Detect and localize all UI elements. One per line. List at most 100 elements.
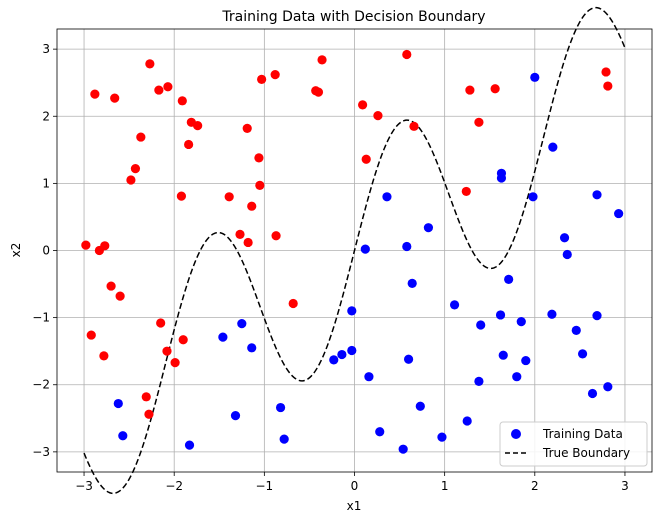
- data-point-below: [449, 300, 460, 310]
- data-point-below: [247, 343, 257, 353]
- data-point-below: [512, 372, 522, 382]
- data-point-above: [601, 67, 611, 77]
- legend-label-true-boundary: True Boundary: [542, 446, 630, 460]
- x-tick-label: −1: [255, 479, 273, 493]
- data-point-above: [402, 49, 412, 60]
- data-point-above: [177, 96, 187, 106]
- data-point-above: [257, 74, 267, 84]
- data-point-below: [548, 142, 558, 152]
- data-point-above: [490, 84, 500, 94]
- data-point-below: [402, 241, 412, 252]
- data-point-below: [562, 249, 572, 260]
- data-point-above: [110, 93, 120, 103]
- data-point-below: [462, 416, 472, 426]
- data-point-above: [317, 55, 327, 65]
- y-ticks: −3 −2 −1 0 1 2 3: [32, 42, 57, 459]
- y-tick-label: 2: [42, 109, 50, 123]
- data-point-below: [521, 355, 531, 366]
- data-point-above: [100, 241, 110, 251]
- data-point-below: [423, 223, 434, 233]
- data-point-above: [141, 392, 151, 402]
- data-point-above: [461, 186, 471, 197]
- data-point-below: [347, 306, 357, 316]
- y-tick-label: −3: [32, 445, 50, 459]
- data-point-below: [496, 173, 507, 183]
- y-tick-label: −2: [32, 378, 50, 392]
- data-point-above: [144, 409, 154, 419]
- data-point-below: [476, 320, 486, 330]
- data-point-below: [237, 319, 247, 329]
- legend: Training Data True Boundary: [499, 421, 648, 467]
- x-axis-label: x1: [347, 499, 362, 513]
- data-point-above: [136, 132, 146, 142]
- data-point-above: [409, 121, 419, 131]
- data-point-below: [275, 402, 286, 413]
- data-point-above: [235, 229, 245, 239]
- data-point-above: [361, 154, 371, 164]
- data-point-below: [603, 382, 613, 392]
- x-tick-label: 3: [621, 479, 629, 493]
- data-point-above: [313, 87, 324, 97]
- data-point-below: [495, 310, 506, 320]
- data-point-below: [398, 444, 408, 454]
- y-tick-label: 0: [42, 244, 50, 258]
- data-point-below: [614, 208, 624, 219]
- y-axis-label: x2: [9, 243, 23, 258]
- data-point-below: [559, 233, 570, 243]
- data-point-above: [270, 70, 280, 80]
- data-point-below: [407, 278, 417, 288]
- data-point-above: [170, 357, 180, 368]
- data-point-below: [403, 354, 414, 364]
- data-point-below: [516, 317, 526, 327]
- data-point-above: [358, 100, 368, 110]
- data-point-below: [113, 398, 123, 409]
- data-point-above: [271, 231, 281, 241]
- legend-label-training-data: Training Data: [542, 427, 623, 441]
- data-point-below: [230, 411, 241, 421]
- boundary-layer: [83, 6, 626, 495]
- data-point-below: [571, 325, 581, 335]
- y-tick-label: 3: [42, 42, 50, 56]
- data-point-above: [288, 298, 298, 309]
- data-point-below: [592, 311, 602, 321]
- data-point-below: [364, 372, 374, 382]
- data-point-above: [465, 85, 475, 95]
- data-point-below: [218, 332, 228, 342]
- data-point-above: [163, 82, 173, 92]
- data-point-above: [243, 237, 253, 248]
- data-point-above: [90, 89, 100, 99]
- data-point-above: [176, 191, 187, 201]
- legend-marker-training-data: [511, 429, 521, 439]
- data-point-below: [592, 190, 602, 200]
- data-point-above: [474, 117, 484, 127]
- x-tick-label: 2: [531, 479, 539, 493]
- data-point-below: [337, 349, 347, 360]
- data-point-above: [145, 59, 155, 69]
- data-point-below: [184, 440, 195, 450]
- data-point-below: [437, 432, 447, 442]
- data-point-above: [126, 175, 136, 185]
- data-point-above: [193, 121, 203, 131]
- x-ticks: −3 −2 −1 0 1 2 3: [75, 472, 629, 493]
- data-point-above: [242, 123, 252, 133]
- data-point-above: [603, 81, 613, 91]
- data-point-above: [373, 110, 383, 121]
- data-point-above: [247, 201, 257, 211]
- data-point-below: [347, 345, 357, 356]
- data-point-above: [156, 318, 166, 328]
- data-point-below: [547, 309, 557, 319]
- data-point-below: [279, 434, 289, 444]
- data-point-below: [375, 427, 385, 437]
- data-point-below: [415, 401, 425, 411]
- true-boundary-line: [83, 6, 626, 495]
- x-tick-label: 0: [351, 479, 359, 493]
- data-point-above: [254, 153, 264, 163]
- chart-title: Training Data with Decision Boundary: [221, 9, 485, 25]
- points-layer: [81, 49, 624, 454]
- data-point-above: [162, 346, 172, 356]
- y-tick-label: −1: [32, 311, 50, 325]
- data-point-above: [255, 180, 265, 190]
- x-tick-label: −3: [75, 479, 93, 493]
- data-point-below: [504, 274, 514, 284]
- data-point-above: [178, 335, 188, 345]
